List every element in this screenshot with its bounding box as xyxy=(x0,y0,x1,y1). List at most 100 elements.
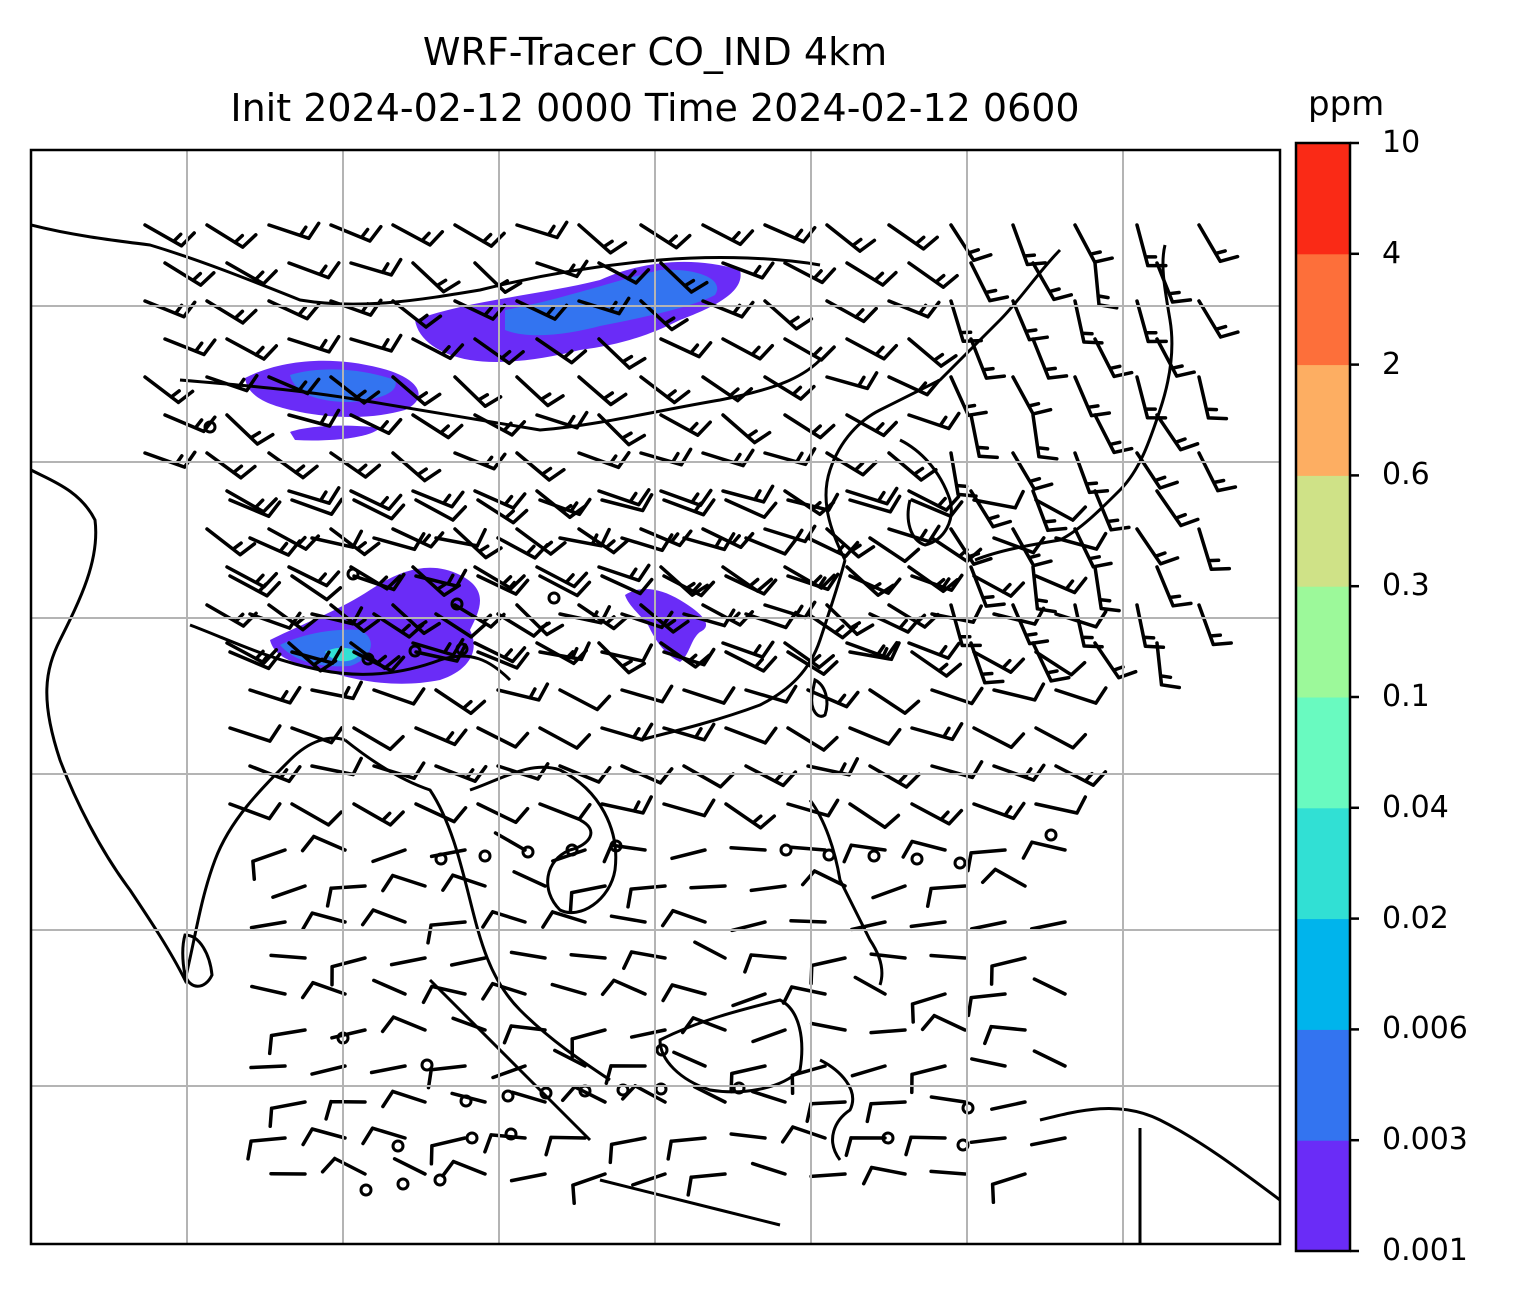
wind-barb xyxy=(349,489,403,511)
wind-barb xyxy=(372,687,426,706)
wind-barb xyxy=(1034,650,1087,677)
calm-circle xyxy=(433,1173,447,1187)
wind-barb xyxy=(228,498,282,519)
wind-barb xyxy=(724,498,778,519)
wind-barb xyxy=(515,375,565,408)
wind-barb xyxy=(660,908,707,928)
wind-barb xyxy=(228,650,282,671)
wind-barb xyxy=(693,940,727,960)
wind-barb xyxy=(329,451,382,479)
wind-barb xyxy=(661,983,707,1003)
wind-barb xyxy=(1197,223,1240,264)
wind-barb xyxy=(515,299,569,321)
borneo xyxy=(658,998,804,1094)
wind-barb xyxy=(143,375,195,405)
north-boundary xyxy=(31,223,821,306)
wind-barb xyxy=(426,920,467,945)
calm-circle xyxy=(547,591,561,605)
wind-barb xyxy=(429,1136,467,1166)
wind-barb xyxy=(680,1016,727,1035)
wind-barb xyxy=(1032,977,1067,996)
wind-barb xyxy=(825,371,879,391)
wind-barb xyxy=(692,1085,727,1104)
wind-barb xyxy=(329,223,383,243)
wind-barb xyxy=(372,532,426,552)
calm-circle xyxy=(953,856,967,870)
wind-barb xyxy=(604,1064,647,1086)
wind-barb xyxy=(287,408,341,428)
wind-barb xyxy=(426,1064,467,1090)
wind-barb xyxy=(493,831,527,852)
wind-barb xyxy=(1073,451,1110,495)
wind-barb xyxy=(1032,1049,1067,1068)
figure-title-line1: WRF-Tracer CO_IND 4km xyxy=(422,30,888,74)
sri-lanka xyxy=(181,933,214,988)
wind-barb xyxy=(868,764,921,789)
colorbar-segment xyxy=(1296,364,1350,476)
wind-barb xyxy=(577,223,628,255)
wind-barb xyxy=(1197,527,1232,571)
wind-barb xyxy=(966,992,1007,1018)
wind-barb xyxy=(662,798,716,818)
calm-circle xyxy=(504,1127,518,1141)
wind-barb xyxy=(845,337,899,361)
korea xyxy=(899,438,953,547)
calm-circle xyxy=(867,849,881,863)
wind-barb xyxy=(729,846,767,852)
wind-barb xyxy=(721,413,772,445)
wind-barb xyxy=(686,1172,727,1197)
calm-circle xyxy=(396,1177,410,1191)
wind-barb xyxy=(267,221,321,241)
wind-barb xyxy=(639,223,692,250)
wind-barb xyxy=(1135,375,1168,420)
colorbar xyxy=(1294,141,1359,1253)
wind-barb xyxy=(869,1028,907,1035)
wind-barb xyxy=(411,489,465,509)
wind-barb xyxy=(929,1095,967,1104)
wind-barb xyxy=(389,956,427,967)
colorbar-tick-label: 0.1 xyxy=(1382,679,1430,714)
wind-barb xyxy=(515,451,566,482)
sulawesi xyxy=(819,1058,855,1161)
wind-barb xyxy=(666,1136,707,1161)
wind-barb xyxy=(731,992,767,1008)
wind-barb xyxy=(249,920,287,930)
wind-barb xyxy=(496,682,550,702)
wind-barb xyxy=(1011,223,1048,267)
calm-circle xyxy=(203,420,217,434)
wind-barb xyxy=(248,536,302,557)
wind-barb xyxy=(1031,565,1057,614)
calm-circle xyxy=(391,1139,405,1153)
calm-circle xyxy=(822,848,836,862)
colorbar-segment xyxy=(1296,253,1350,366)
calm-circle xyxy=(346,567,360,581)
colorbar-segment xyxy=(1296,1140,1350,1252)
wind-barb xyxy=(310,680,363,701)
wind-barb xyxy=(1029,1136,1067,1147)
wind-barb xyxy=(290,726,344,745)
java xyxy=(599,1178,781,1227)
wind-barb xyxy=(1031,337,1069,380)
wind-barb xyxy=(600,795,653,815)
wind-barb xyxy=(1031,413,1059,461)
wind-barb xyxy=(969,337,1007,380)
plume-north-band-core xyxy=(505,269,718,336)
wind-barb xyxy=(622,950,667,971)
indochina-coast xyxy=(469,765,618,915)
wind-barb xyxy=(250,984,287,996)
wind-barb xyxy=(1073,223,1114,264)
wind-barb xyxy=(251,848,287,881)
wind-barb xyxy=(372,761,426,781)
wind-barb xyxy=(1011,375,1053,416)
colorbar-segment xyxy=(1296,143,1350,255)
wind-barb xyxy=(476,574,530,596)
wind-barb xyxy=(1029,920,1067,931)
wind-barb xyxy=(451,1016,487,1032)
wind-barb xyxy=(790,1064,827,1096)
wind-barb xyxy=(626,884,667,909)
wind-barb xyxy=(1031,261,1074,302)
wind-barb xyxy=(848,574,902,595)
wind-barb xyxy=(225,489,278,514)
wind-barbs xyxy=(143,220,1240,1205)
wind-barb xyxy=(1155,261,1193,304)
